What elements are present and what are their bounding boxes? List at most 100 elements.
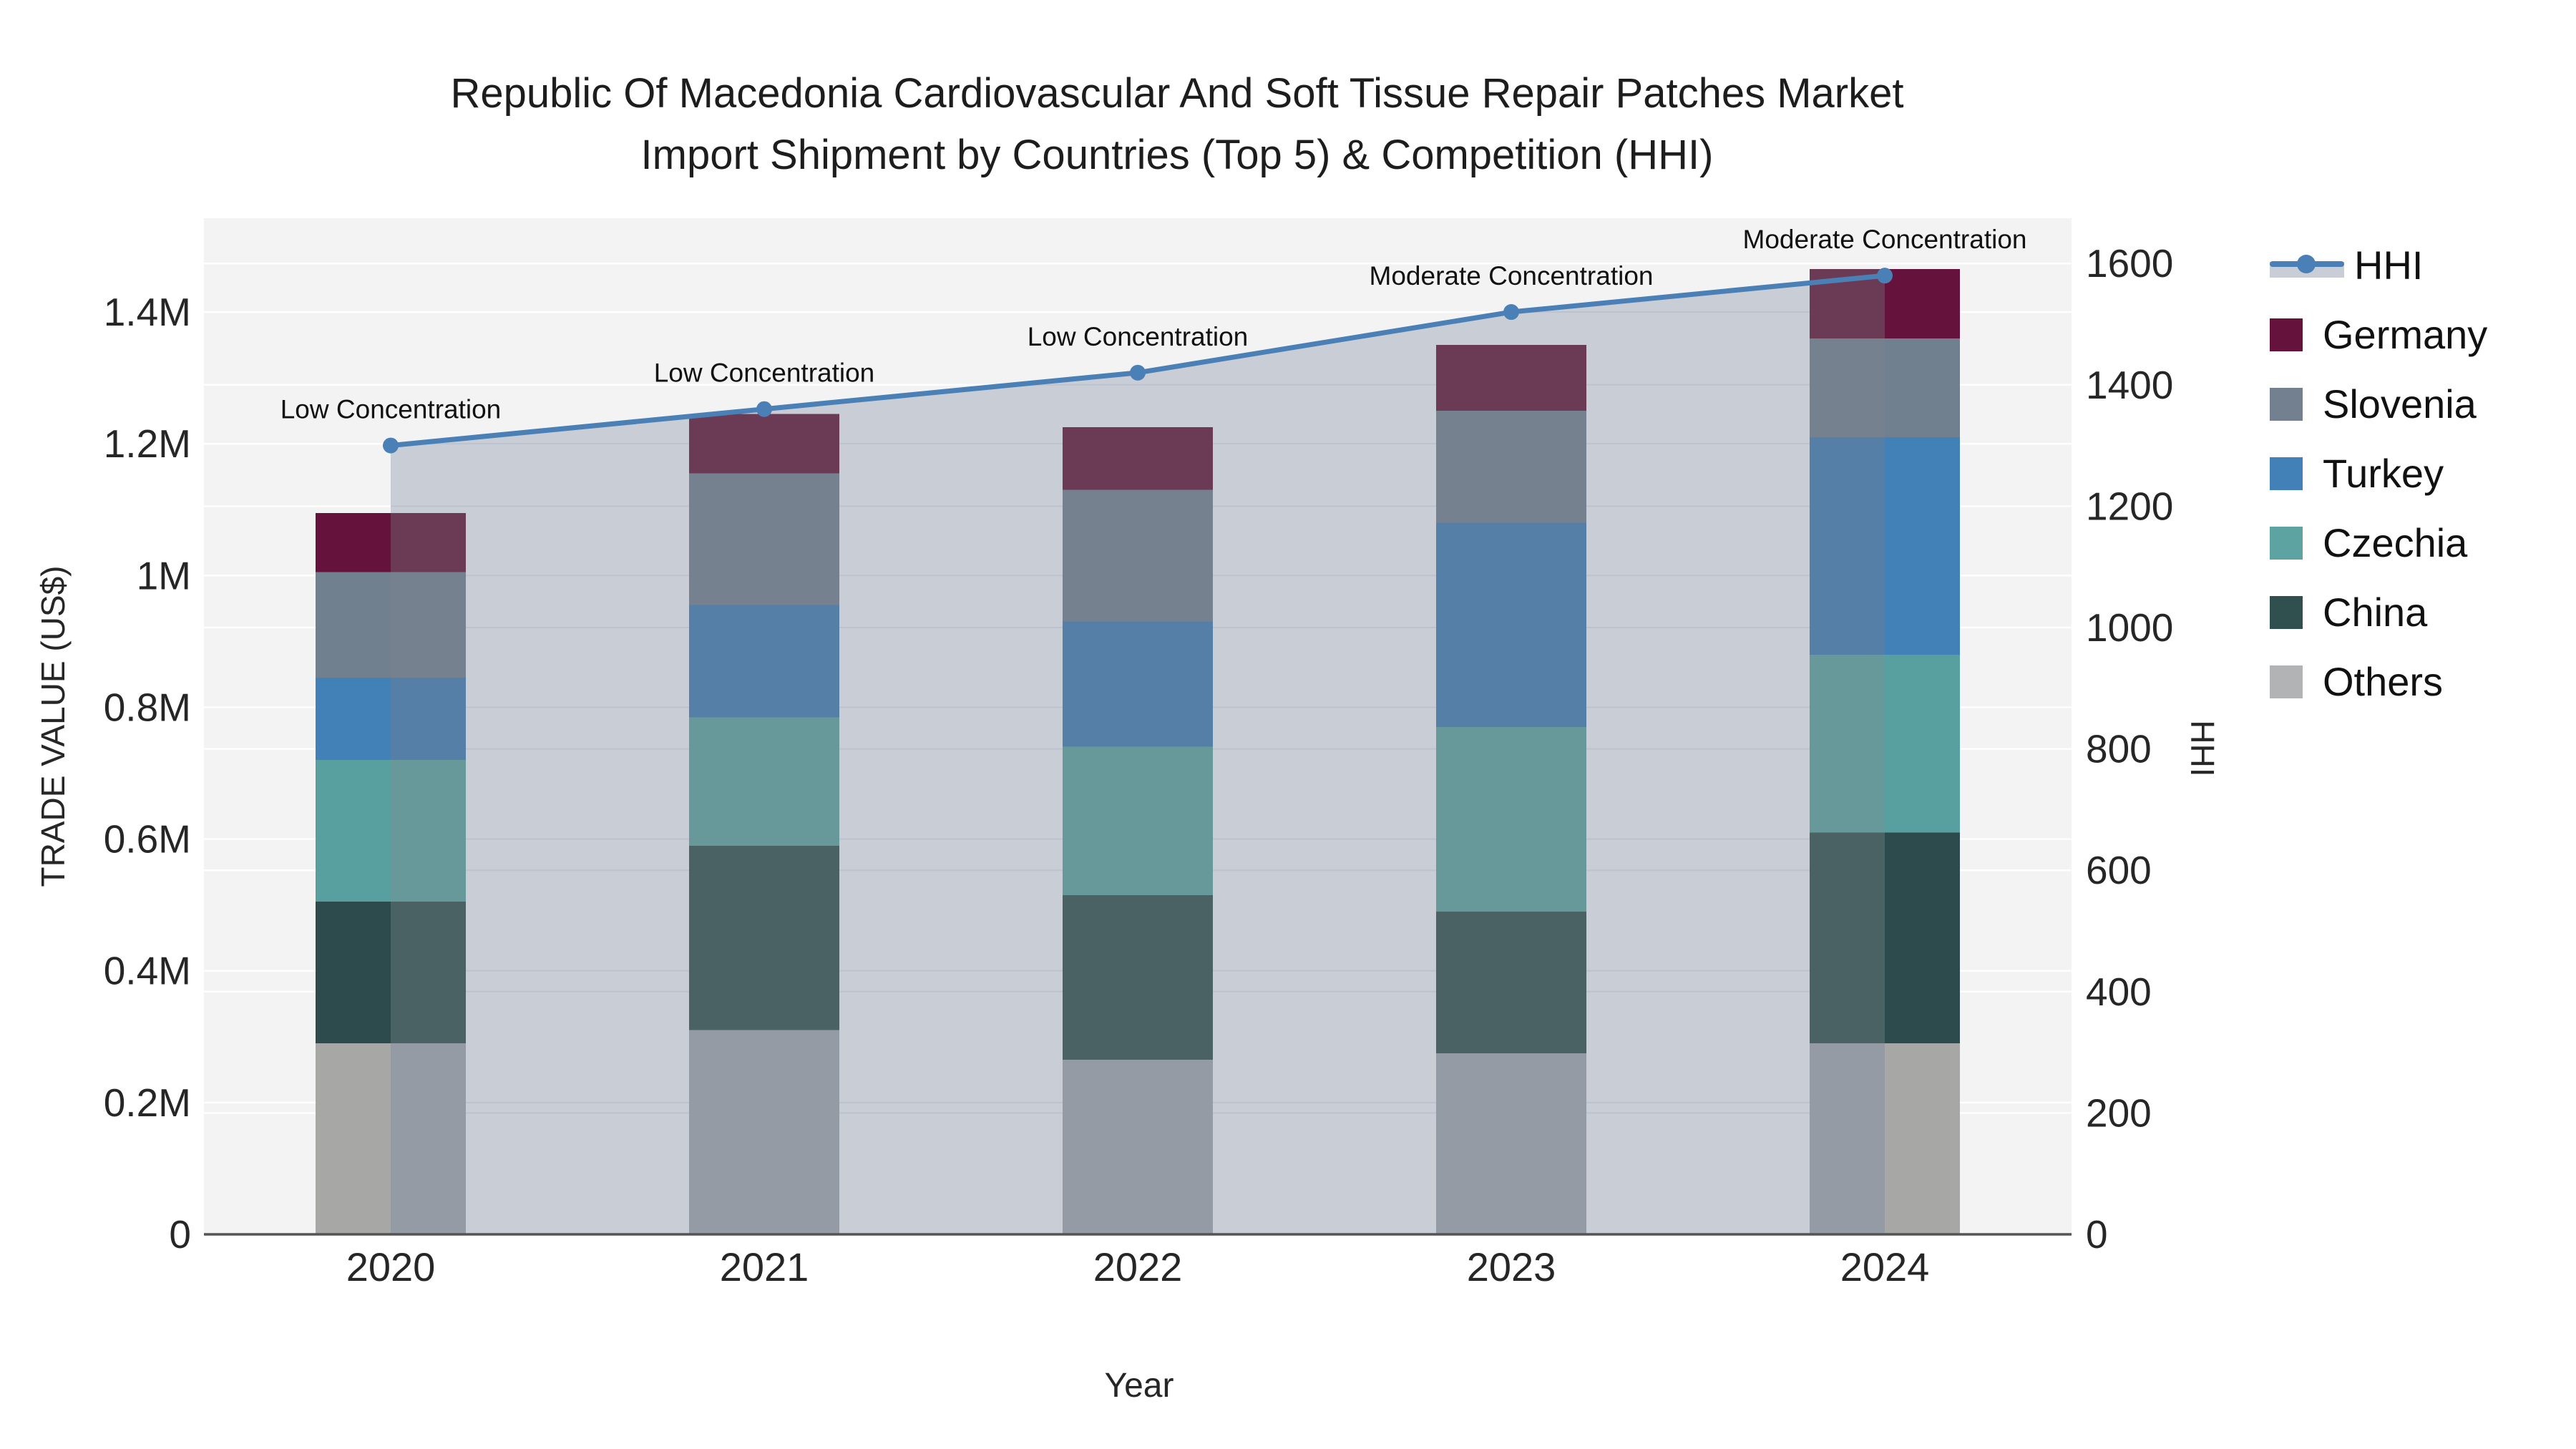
bar-segment-others-2024-right[interactable] bbox=[1885, 1043, 1960, 1234]
bar-segment-turkey-2020-right[interactable] bbox=[391, 678, 466, 761]
bar-segment-china-2021-left[interactable] bbox=[689, 845, 764, 1030]
bar-segment-czechia-2023-left[interactable] bbox=[1436, 727, 1511, 912]
bar-segment-slovenia-2020-left[interactable] bbox=[316, 572, 391, 678]
legend-label: Slovenia bbox=[2323, 381, 2477, 426]
legend-item-others[interactable]: Others bbox=[2270, 647, 2487, 716]
bar-segment-germany-2020-right[interactable] bbox=[391, 512, 466, 572]
y-left-tick-0: 0 bbox=[169, 1212, 191, 1257]
bar-segment-others-2023-left[interactable] bbox=[1436, 1053, 1511, 1234]
x-axis-title: Year bbox=[1105, 1367, 1174, 1405]
bar-segment-slovenia-2021-left[interactable] bbox=[689, 473, 764, 605]
bar-segment-turkey-2021-right[interactable] bbox=[764, 605, 839, 718]
bar-segment-turkey-2024-left[interactable] bbox=[1810, 436, 1885, 655]
bar-segment-czechia-2020-right[interactable] bbox=[391, 760, 466, 902]
others-swatch-icon bbox=[2270, 665, 2303, 698]
bar-segment-china-2020-right[interactable] bbox=[391, 902, 466, 1043]
x-tick-2020: 2020 bbox=[346, 1244, 436, 1289]
hhi-marker-2021[interactable] bbox=[756, 401, 772, 417]
bar-segment-slovenia-2021-right[interactable] bbox=[764, 473, 839, 605]
hhi-marker-2023[interactable] bbox=[1503, 304, 1519, 321]
germany-swatch-icon bbox=[2270, 318, 2303, 351]
bar-segment-others-2024-left[interactable] bbox=[1810, 1043, 1885, 1234]
bar-segment-germany-2021-right[interactable] bbox=[764, 414, 839, 474]
y-left-tick-1.2M: 1.2M bbox=[104, 421, 191, 466]
bar-segment-turkey-2021-left[interactable] bbox=[689, 605, 764, 718]
bar-segment-czechia-2022-right[interactable] bbox=[1138, 746, 1213, 895]
bar-segment-china-2020-left[interactable] bbox=[316, 902, 391, 1043]
bar-segment-turkey-2023-left[interactable] bbox=[1436, 522, 1511, 728]
bar-segment-slovenia-2024-right[interactable] bbox=[1885, 338, 1960, 437]
bar-segment-germany-2022-left[interactable] bbox=[1063, 427, 1138, 490]
bar-segment-turkey-2020-left[interactable] bbox=[316, 678, 391, 761]
legend-item-germany[interactable]: Germany bbox=[2270, 300, 2487, 369]
bar-segment-czechia-2021-left[interactable] bbox=[689, 717, 764, 846]
hhi-marker-2024[interactable] bbox=[1877, 268, 1893, 284]
y-right-tick-1000: 1000 bbox=[2086, 605, 2173, 650]
legend-item-czechia[interactable]: Czechia bbox=[2270, 508, 2487, 577]
y-right-tick-200: 200 bbox=[2086, 1091, 2152, 1135]
bar-segment-others-2021-right[interactable] bbox=[764, 1030, 839, 1234]
bar-segment-china-2021-right[interactable] bbox=[764, 845, 839, 1030]
bar-segment-china-2023-left[interactable] bbox=[1436, 911, 1511, 1053]
bar-segment-czechia-2020-left[interactable] bbox=[316, 760, 391, 902]
bar-segment-turkey-2023-right[interactable] bbox=[1511, 522, 1586, 728]
bar-segment-slovenia-2023-left[interactable] bbox=[1436, 411, 1511, 523]
bar-segment-germany-2023-right[interactable] bbox=[1511, 345, 1586, 411]
bar-segment-slovenia-2024-left[interactable] bbox=[1810, 338, 1885, 437]
legend-item-slovenia[interactable]: Slovenia bbox=[2270, 369, 2487, 439]
bar-segment-czechia-2024-left[interactable] bbox=[1810, 654, 1885, 833]
bar-segment-czechia-2024-right[interactable] bbox=[1885, 654, 1960, 833]
y-right-tick-800: 800 bbox=[2086, 727, 2152, 771]
legend-item-china[interactable]: China bbox=[2270, 577, 2487, 647]
y-left-axis-title: TRADE VALUE (US$) bbox=[34, 565, 72, 887]
bar-segment-czechia-2023-right[interactable] bbox=[1511, 727, 1586, 912]
bar-segment-germany-2020-left[interactable] bbox=[316, 512, 391, 572]
legend-label: HHI bbox=[2354, 243, 2424, 288]
chart-title-line1: Republic Of Macedonia Cardiovascular And… bbox=[450, 70, 1904, 117]
y-right-tick-1400: 1400 bbox=[2086, 363, 2173, 407]
chart-title: Republic Of Macedonia Cardiovascular And… bbox=[0, 63, 2354, 186]
bar-segment-turkey-2022-right[interactable] bbox=[1138, 621, 1213, 747]
bar-segment-germany-2022-right[interactable] bbox=[1138, 427, 1213, 490]
bar-segment-turkey-2022-left[interactable] bbox=[1063, 621, 1138, 747]
bar-segment-china-2023-right[interactable] bbox=[1511, 911, 1586, 1053]
hhi-marker-2020[interactable] bbox=[383, 437, 399, 454]
bar-segment-germany-2024-right[interactable] bbox=[1885, 269, 1960, 338]
bar-segment-china-2024-right[interactable] bbox=[1885, 832, 1960, 1043]
bar-segment-china-2022-right[interactable] bbox=[1138, 894, 1213, 1060]
bar-segment-others-2020-right[interactable] bbox=[391, 1043, 466, 1234]
bar-segment-slovenia-2022-left[interactable] bbox=[1063, 489, 1138, 622]
bar-segment-czechia-2021-right[interactable] bbox=[764, 717, 839, 846]
hhi-marker-2022[interactable] bbox=[1130, 364, 1146, 381]
annotation-2021: Low Concentration bbox=[654, 358, 875, 388]
bar-segment-czechia-2022-left[interactable] bbox=[1063, 746, 1138, 895]
bar-segment-slovenia-2022-right[interactable] bbox=[1138, 489, 1213, 622]
bar-segment-others-2021-left[interactable] bbox=[689, 1030, 764, 1234]
chart-title-line2: Import Shipment by Countries (Top 5) & C… bbox=[640, 132, 1714, 178]
bar-segment-others-2022-left[interactable] bbox=[1063, 1060, 1138, 1234]
bar-segment-china-2024-left[interactable] bbox=[1810, 832, 1885, 1043]
bar-segment-slovenia-2020-right[interactable] bbox=[391, 572, 466, 678]
bar-segment-slovenia-2023-right[interactable] bbox=[1511, 411, 1586, 523]
bar-segment-turkey-2024-right[interactable] bbox=[1885, 436, 1960, 655]
bar-segment-others-2022-right[interactable] bbox=[1138, 1060, 1213, 1234]
y-left-tick-1M: 1M bbox=[137, 553, 191, 597]
china-swatch-icon bbox=[2270, 595, 2303, 629]
annotation-2022: Low Concentration bbox=[1028, 322, 1249, 351]
bar-segment-others-2020-left[interactable] bbox=[316, 1043, 391, 1234]
bar-segment-others-2023-right[interactable] bbox=[1511, 1053, 1586, 1234]
bar-segment-china-2022-left[interactable] bbox=[1063, 894, 1138, 1060]
bar-segment-germany-2023-left[interactable] bbox=[1436, 345, 1511, 411]
legend-item-hhi[interactable]: HHI bbox=[2270, 230, 2487, 300]
czechia-swatch-icon bbox=[2270, 526, 2303, 560]
y-left-tick-0.6M: 0.6M bbox=[104, 817, 191, 862]
turkey-swatch-icon bbox=[2270, 457, 2303, 490]
annotation-2023: Moderate Concentration bbox=[1370, 261, 1654, 291]
y-left-tick-1.4M: 1.4M bbox=[104, 290, 191, 334]
legend: HHI Germany Slovenia Turkey Czechia China Othe… bbox=[2270, 230, 2487, 716]
legend-label: Others bbox=[2323, 659, 2444, 704]
bar-segment-germany-2021-left[interactable] bbox=[689, 414, 764, 474]
legend-item-turkey[interactable]: Turkey bbox=[2270, 439, 2487, 508]
